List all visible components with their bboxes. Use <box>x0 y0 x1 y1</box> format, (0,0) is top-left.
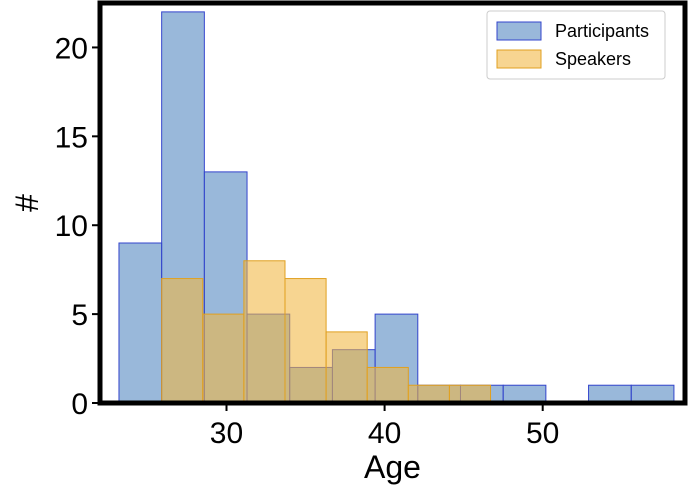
bar-participants-0 <box>118 242 163 404</box>
y-tick-label-5: 5 <box>71 299 88 332</box>
legend-swatch-speakers <box>496 49 542 69</box>
y-axis-ticks: 0 5 10 15 20 <box>55 32 100 421</box>
x-tick-label-40: 40 <box>368 417 401 450</box>
x-axis-ticks: 30 40 50 <box>210 403 559 450</box>
bar-speakers-7 <box>448 384 492 404</box>
bar-participants-9 <box>502 384 547 404</box>
y-axis-label: # <box>9 194 45 212</box>
bar-participants-12 <box>630 384 675 404</box>
x-tick-label-50: 50 <box>526 417 559 450</box>
legend-label-participants: Participants <box>555 21 649 41</box>
y-tick-label-0: 0 <box>71 388 88 421</box>
y-tick-label-10: 10 <box>55 210 88 243</box>
bar-speakers-0 <box>161 278 204 404</box>
bar-speakers-3 <box>284 278 327 404</box>
y-tick-label-20: 20 <box>55 32 88 65</box>
bar-speakers-6 <box>407 384 450 404</box>
bar-speakers-4 <box>325 331 368 404</box>
y-tick-label-15: 15 <box>55 121 88 154</box>
bar-speakers-5 <box>366 366 409 404</box>
bars-layer <box>118 11 675 404</box>
bar-speakers-2 <box>243 260 286 404</box>
legend-label-speakers: Speakers <box>555 49 631 69</box>
x-axis-label: Age <box>364 449 421 485</box>
legend: Participants Speakers <box>486 10 666 80</box>
bar-speakers-1 <box>202 313 245 404</box>
legend-swatch-participants <box>496 21 542 41</box>
plot-frame <box>97 0 688 406</box>
x-tick-label-30: 30 <box>210 417 243 450</box>
bar-participants-11 <box>588 384 632 404</box>
